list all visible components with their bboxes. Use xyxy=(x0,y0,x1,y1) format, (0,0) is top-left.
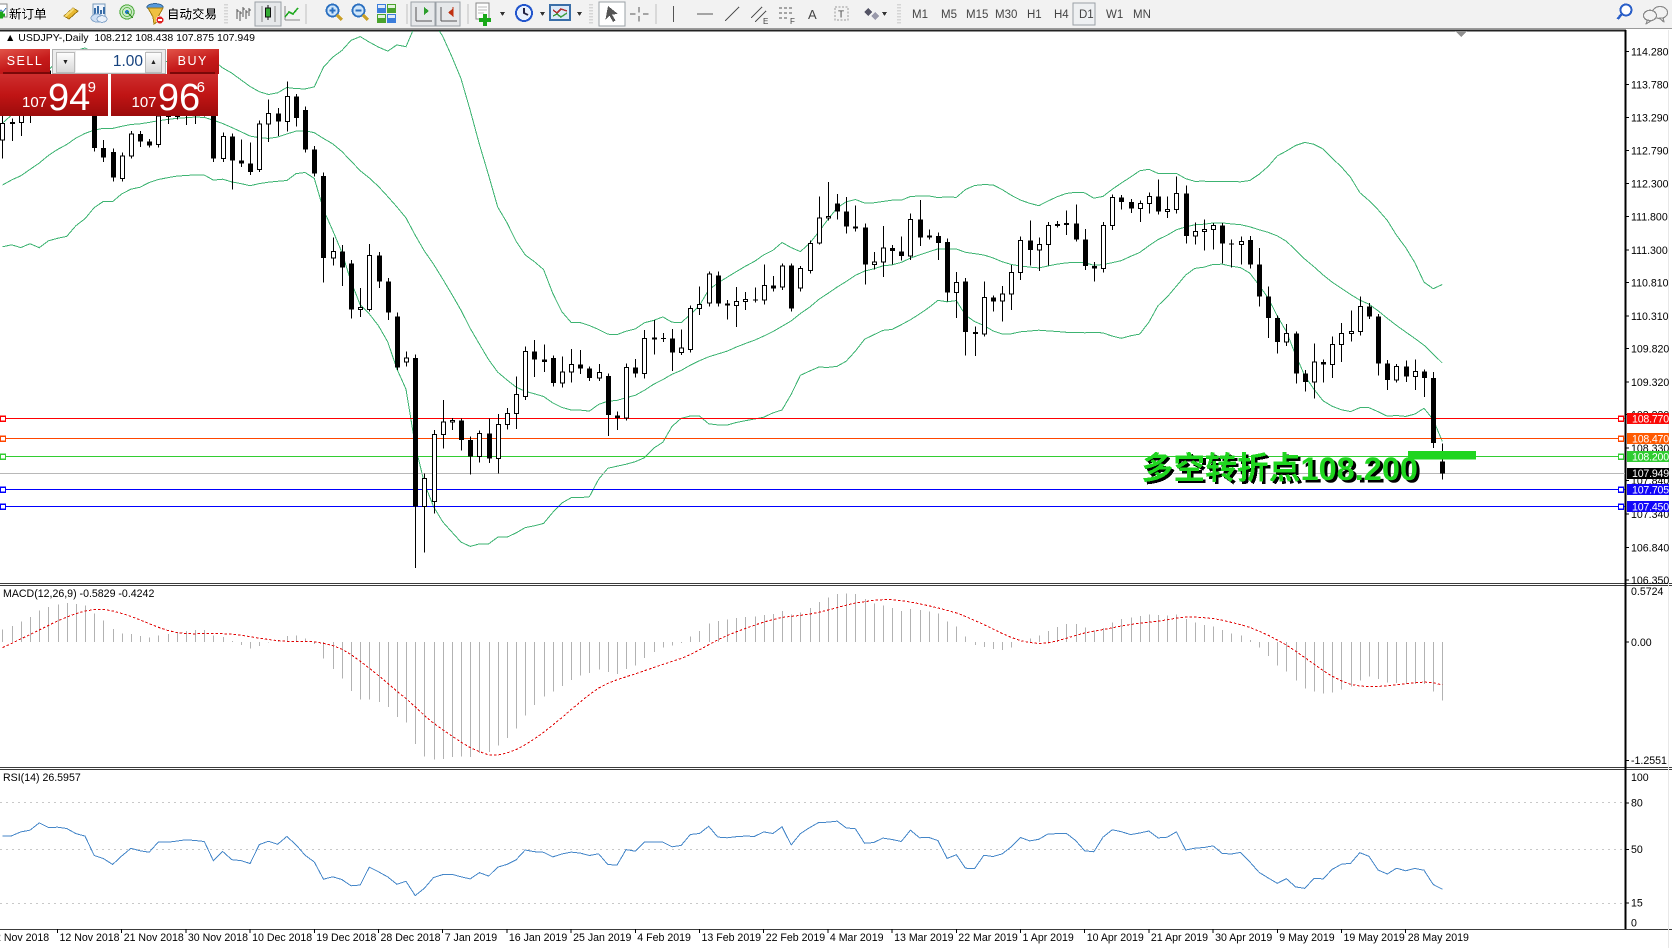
svg-text:107.705: 107.705 xyxy=(1632,484,1669,496)
svg-text:113.290: 113.290 xyxy=(1631,112,1669,124)
svg-text:13 Feb 2019: 13 Feb 2019 xyxy=(702,932,762,944)
svg-text:112.790: 112.790 xyxy=(1631,146,1669,158)
svg-text:19 Dec 2018: 19 Dec 2018 xyxy=(316,932,376,944)
svg-text:0.00: 0.00 xyxy=(1631,637,1652,649)
svg-text:110.810: 110.810 xyxy=(1631,278,1669,290)
svg-text:12 Nov 2018: 12 Nov 2018 xyxy=(60,932,120,944)
svg-text:30 Apr 2019: 30 Apr 2019 xyxy=(1215,932,1272,944)
svg-text:110.310: 110.310 xyxy=(1631,311,1669,323)
svg-text:50: 50 xyxy=(1631,844,1643,856)
svg-text:H1: H1 xyxy=(1027,9,1042,21)
svg-text:106.350: 106.350 xyxy=(1631,575,1669,587)
svg-text:108.200: 108.200 xyxy=(1304,454,1421,490)
svg-text:10 Dec 2018: 10 Dec 2018 xyxy=(252,932,312,944)
svg-text:9 May 2019: 9 May 2019 xyxy=(1279,932,1334,944)
svg-text:21 Nov 2018: 21 Nov 2018 xyxy=(124,932,184,944)
svg-text:111.300: 111.300 xyxy=(1631,245,1668,257)
svg-text:113.780: 113.780 xyxy=(1631,80,1669,92)
svg-text:16 Jan 2019: 16 Jan 2019 xyxy=(509,932,567,944)
svg-text:4 Mar 2019: 4 Mar 2019 xyxy=(830,932,884,944)
svg-text:25 Jan 2019: 25 Jan 2019 xyxy=(573,932,631,944)
svg-text:114.280: 114.280 xyxy=(1631,46,1669,58)
svg-text:106.840: 106.840 xyxy=(1631,542,1669,554)
svg-text:108.200: 108.200 xyxy=(1632,451,1669,463)
svg-text:28 Dec 2018: 28 Dec 2018 xyxy=(381,932,441,944)
svg-text:M1: M1 xyxy=(912,9,928,21)
svg-text:T: T xyxy=(838,10,844,21)
svg-text:107.949: 107.949 xyxy=(1632,468,1669,480)
svg-text:109.820: 109.820 xyxy=(1631,344,1669,356)
svg-text:H4: H4 xyxy=(1054,9,1069,21)
svg-text:MACD(12,26,9) -0.5829 -0.4242: MACD(12,26,9) -0.5829 -0.4242 xyxy=(3,588,154,600)
svg-text:19 May 2019: 19 May 2019 xyxy=(1344,932,1405,944)
svg-text:2 Nov 2018: 2 Nov 2018 xyxy=(0,932,49,944)
svg-text:107.450: 107.450 xyxy=(1632,501,1669,513)
svg-text:1 Apr 2019: 1 Apr 2019 xyxy=(1023,932,1074,944)
svg-text:108.770: 108.770 xyxy=(1632,413,1669,425)
svg-text:21 Apr 2019: 21 Apr 2019 xyxy=(1151,932,1208,944)
svg-text:13 Mar 2019: 13 Mar 2019 xyxy=(894,932,954,944)
svg-text:7 Jan 2019: 7 Jan 2019 xyxy=(445,932,498,944)
svg-text:22 Feb 2019: 22 Feb 2019 xyxy=(766,932,826,944)
svg-text:RSI(14) 26.5957: RSI(14) 26.5957 xyxy=(3,772,81,784)
svg-text:111.800: 111.800 xyxy=(1631,212,1668,224)
svg-text:D1: D1 xyxy=(1079,9,1094,21)
svg-text:0: 0 xyxy=(1631,918,1637,930)
svg-text:100: 100 xyxy=(1631,772,1649,784)
svg-text:10 Apr 2019: 10 Apr 2019 xyxy=(1087,932,1144,944)
svg-text:A: A xyxy=(808,7,817,22)
svg-text:22 Mar 2019: 22 Mar 2019 xyxy=(958,932,1018,944)
svg-text:30 Nov 2018: 30 Nov 2018 xyxy=(188,932,248,944)
svg-text:109.320: 109.320 xyxy=(1631,377,1669,389)
svg-text:M30: M30 xyxy=(995,9,1017,21)
svg-text:4 Feb 2019: 4 Feb 2019 xyxy=(637,932,691,944)
svg-text:108.200: 108.200 xyxy=(1301,451,1418,487)
svg-text:W1: W1 xyxy=(1106,9,1123,21)
svg-text:M5: M5 xyxy=(941,9,957,21)
svg-text:E: E xyxy=(763,17,768,26)
svg-text:-1.2551: -1.2551 xyxy=(1631,755,1667,767)
svg-text:112.300: 112.300 xyxy=(1631,178,1669,190)
svg-text:15: 15 xyxy=(1631,898,1643,910)
svg-text:28 May 2019: 28 May 2019 xyxy=(1408,932,1469,944)
svg-text:M15: M15 xyxy=(966,9,988,21)
svg-text:MN: MN xyxy=(1133,9,1151,21)
svg-text:80: 80 xyxy=(1631,798,1643,810)
svg-text:F: F xyxy=(790,17,795,26)
svg-text:0.5724: 0.5724 xyxy=(1631,586,1664,598)
svg-text:108.470: 108.470 xyxy=(1632,433,1669,445)
